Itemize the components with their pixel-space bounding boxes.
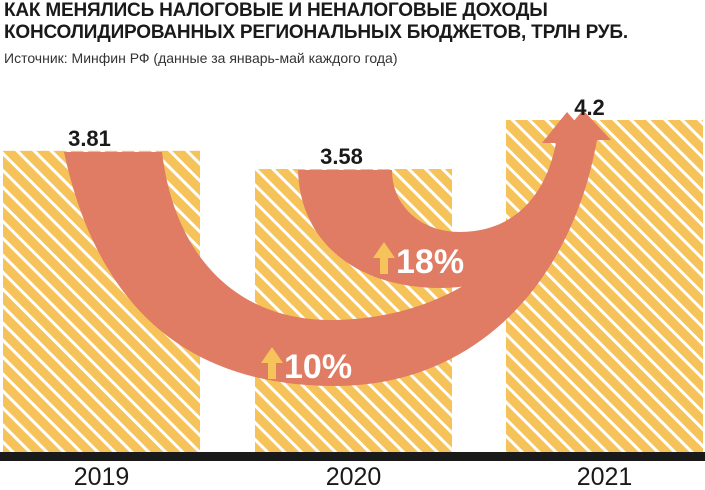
growth-label: 10% bbox=[284, 348, 352, 386]
bars-group bbox=[3, 120, 703, 453]
chart-source-note: Источник: Минфин РФ (данные за январь-ма… bbox=[4, 50, 398, 66]
value-label-2019: 3.81 bbox=[68, 126, 111, 151]
chart-title-line-2: КОНСОЛИДИРОВАННЫХ РЕГИОНАЛЬНЫХ БЮДЖЕТОВ,… bbox=[4, 22, 628, 43]
x-axis-baseline bbox=[0, 452, 705, 461]
x-tick-label-2020: 2020 bbox=[326, 463, 382, 490]
growth-annotation-18: 18% bbox=[373, 242, 464, 281]
up-arrow-icon bbox=[373, 242, 395, 274]
x-tick-label-2019: 2019 bbox=[74, 463, 130, 490]
value-label-2020: 3.58 bbox=[320, 144, 363, 169]
value-labels-group: 3.81 3.58 4.2 bbox=[68, 95, 605, 169]
growth-arrow-2020-2021 bbox=[298, 112, 594, 288]
value-label-2021: 4.2 bbox=[574, 95, 605, 120]
x-tick-label-2021: 2021 bbox=[577, 463, 633, 490]
chart-title-line-1: КАК МЕНЯЛИСЬ НАЛОГОВЫЕ И НЕНАЛОГОВЫЕ ДОХ… bbox=[4, 0, 548, 21]
x-axis: 2019 2020 2021 bbox=[0, 452, 705, 490]
growth-arrow-2019-2021 bbox=[64, 110, 611, 386]
up-arrow-icon bbox=[261, 347, 283, 379]
growth-label: 18% bbox=[396, 243, 464, 281]
growth-arrows-group: 10% 18% bbox=[64, 110, 611, 386]
bar-2021 bbox=[506, 120, 703, 452]
growth-annotation-10: 10% bbox=[261, 347, 352, 386]
